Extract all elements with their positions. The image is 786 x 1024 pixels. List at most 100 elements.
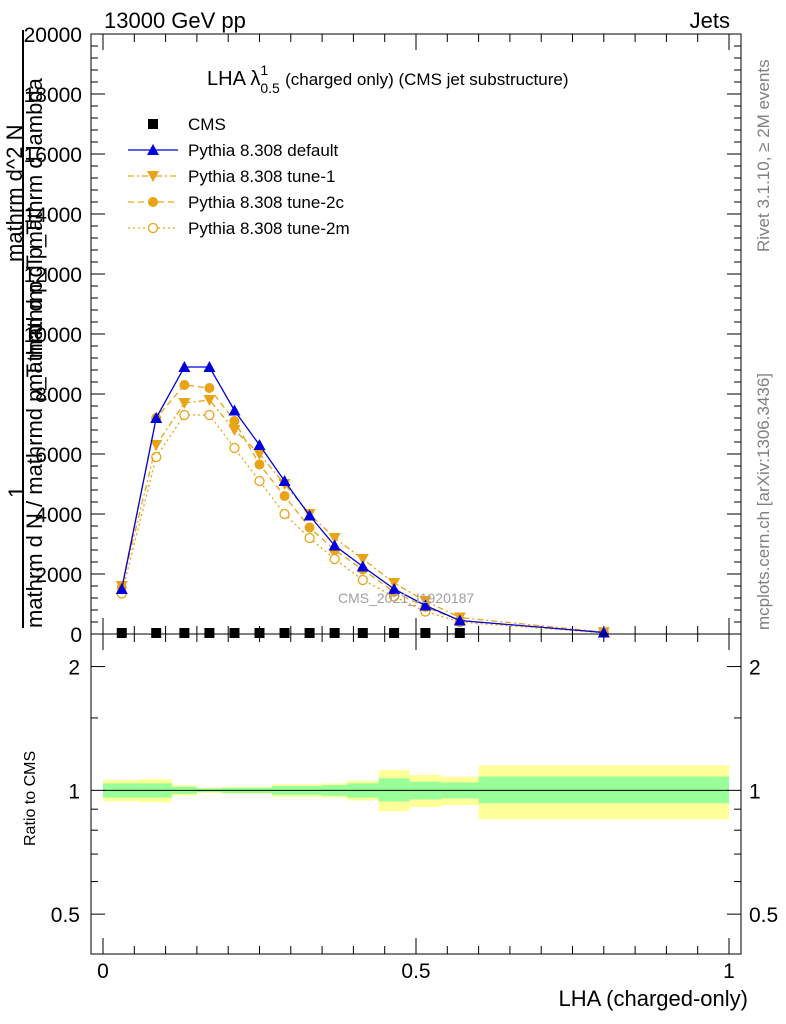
data-point: [329, 628, 340, 638]
y-axis-label-denominator-2: mathrm d p_T mathrm d lambda: [22, 78, 47, 392]
legend-marker: [147, 144, 159, 155]
data-point: [454, 628, 465, 638]
ratio-y-label: Ratio to CMS: [22, 750, 39, 846]
main-plot-frame: 0 2000 4000 6000 8000 10000 12000 14000 16000 180…: [24, 24, 742, 647]
data-point: [253, 449, 266, 460]
y-tick-label: 2000: [35, 564, 82, 587]
data-point: [229, 442, 240, 454]
x-tick-label: 0.5: [401, 960, 430, 983]
ratio-y-tick-label-right: 0.5: [749, 904, 778, 927]
rivet-label: Rivet 3.1.10, ≥ 2M events: [754, 59, 773, 252]
header-right-label: Jets: [689, 8, 730, 33]
legend-title-rest: (charged only) (CMS jet substructure): [280, 70, 569, 89]
series-line: [121, 366, 604, 634]
data-point: [453, 614, 466, 626]
ratio-plot-frame: 0 0.5 1 0.5 0.5 1 1 2 2: [51, 633, 778, 983]
data-point: [229, 416, 240, 426]
data-point: [228, 425, 241, 436]
y-tick-label: 8000: [35, 384, 82, 407]
series-cms: [116, 628, 465, 638]
data-point: [419, 599, 432, 611]
y-axis-label-fraction-bar: [22, 30, 24, 628]
y-tick-label: 6000: [35, 444, 82, 467]
legend-marker: [147, 222, 159, 234]
watermark: CMS_2021_I1920187: [338, 590, 475, 606]
data-point: [356, 554, 369, 565]
ratio-y-tick-label-left: 0.5: [51, 904, 80, 927]
data-point: [357, 574, 368, 586]
data-point: [329, 553, 340, 565]
data-point: [204, 409, 215, 421]
data-point: [254, 628, 265, 638]
y-tick-label: 12000: [24, 264, 82, 287]
data-point: [116, 628, 127, 638]
data-point: [278, 475, 291, 486]
series-pythia-8-308-default: [115, 361, 610, 638]
legend-entry-label: CMS: [188, 115, 226, 134]
data-point: [356, 560, 369, 572]
ratio-y-tick-label-left: 2: [68, 657, 80, 680]
legend-title: LHA λ 1 0.5 (charged only) (CMS jet substr…: [207, 62, 569, 96]
data-point: [279, 491, 290, 501]
legend-entry-label: Pythia 8.308 default: [188, 141, 339, 160]
data-point: [254, 475, 265, 487]
data-point: [179, 409, 190, 421]
legend-title-main: LHA λ: [207, 68, 261, 90]
ratio-band-inner: [378, 778, 410, 802]
data-point: [279, 628, 290, 638]
data-point: [229, 628, 240, 638]
ratio-y-tick-label-right: 1: [749, 780, 761, 803]
data-point: [254, 459, 265, 470]
data-point: [178, 398, 191, 409]
data-point: [204, 628, 215, 638]
data-point: [115, 583, 128, 594]
data-point: [228, 404, 241, 416]
data-point: [389, 628, 400, 638]
data-point: [253, 439, 266, 450]
x-tick-label: 0: [97, 960, 109, 983]
y-tick-label: 0: [70, 624, 82, 647]
legend-marker: [148, 119, 158, 129]
data-point: [151, 628, 162, 638]
y-tick-label: 14000: [24, 204, 82, 227]
data-point: [279, 508, 290, 520]
data-point: [388, 583, 401, 594]
data-point: [304, 628, 315, 638]
y-tick-label: 10000: [24, 324, 82, 347]
x-tick-label: 1: [723, 960, 735, 983]
data-point: [303, 509, 316, 521]
data-point: [178, 361, 191, 372]
data-point: [328, 533, 341, 544]
legend-marker: [147, 171, 159, 182]
legend-entry-label: Pythia 8.308 tune-2m: [188, 219, 350, 238]
y-tick-label: 20000: [24, 24, 82, 47]
y-tick-label: 4000: [35, 504, 82, 527]
mcplots-label: mcplots.cern.ch [arXiv:1306.3436]: [754, 372, 773, 630]
legend-marker: [148, 197, 158, 207]
legend-entry-label: Pythia 8.308 tune-2c: [188, 193, 344, 212]
data-point: [304, 522, 315, 533]
data-point: [357, 628, 368, 638]
ratio-y-tick-label-left: 1: [68, 780, 80, 803]
legend-title-sub: 0.5: [260, 80, 280, 96]
data-point: [179, 628, 190, 638]
data-point: [420, 628, 431, 638]
data-point: [150, 412, 163, 423]
y-tick-label: 18000: [24, 84, 82, 107]
legend-entry-label: Pythia 8.308 tune-1: [188, 167, 335, 186]
data-point: [203, 361, 216, 372]
data-point: [203, 395, 216, 406]
ratio-y-tick-label-right: 2: [749, 657, 761, 680]
data-point: [150, 440, 163, 451]
data-point: [204, 383, 215, 393]
data-point: [179, 380, 190, 390]
data-point: [328, 539, 341, 551]
x-axis-label: LHA (charged-only): [558, 986, 748, 1011]
data-point: [304, 532, 315, 544]
legend: CMS Pythia 8.308 default Pythia 8.308 tune…: [128, 115, 350, 238]
y-tick-label: 16000: [24, 144, 82, 167]
data-point: [597, 626, 610, 638]
header-left-label: 13000 GeV pp: [104, 8, 246, 33]
legend-title-sup: 1: [260, 62, 269, 78]
